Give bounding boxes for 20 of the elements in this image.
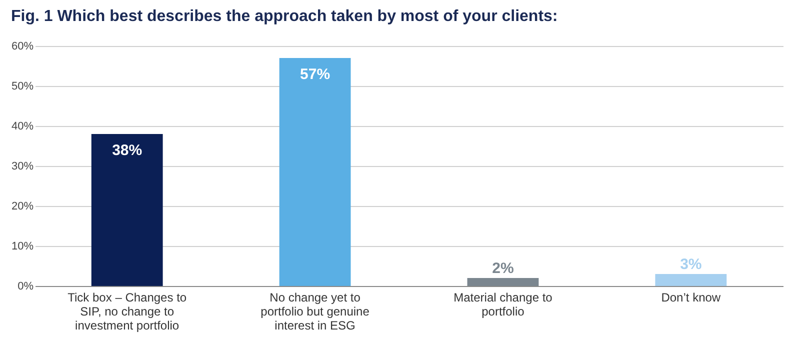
chart-title: Fig. 1 Which best describes the approach taken by most of your clients: <box>10 8 558 25</box>
data-label: 57% <box>300 66 330 83</box>
data-label: 2% <box>492 260 514 277</box>
x-tick-label: Tick box – Changes to SIP, no change to investment portfolio <box>68 290 187 332</box>
bar <box>467 278 539 286</box>
bar <box>279 58 351 286</box>
y-tick-label: 10% <box>11 240 34 252</box>
x-tick-label: Don’t know <box>661 290 721 304</box>
y-tick-label: 30% <box>11 160 34 172</box>
data-label: 3% <box>680 256 702 273</box>
y-tick-label: 60% <box>11 40 34 52</box>
x-tick-label: Material change to portfolio <box>454 290 553 318</box>
y-tick-label: 0% <box>18 280 34 292</box>
bar <box>655 274 727 286</box>
data-label: 38% <box>112 142 142 159</box>
bar <box>91 134 163 286</box>
y-tick-label: 20% <box>11 200 34 212</box>
y-tick-label: 50% <box>11 80 34 92</box>
x-tick-label: No change yet to portfolio but genuine interest in ESG <box>260 290 370 332</box>
y-tick-label: 40% <box>11 120 34 132</box>
